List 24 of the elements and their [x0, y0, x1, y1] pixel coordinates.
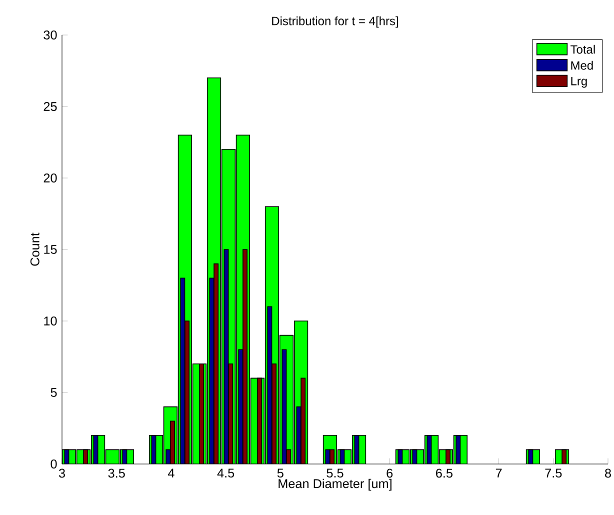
x-tick-label: 5.5 — [326, 468, 344, 478]
y-tick-label: 20 — [44, 174, 57, 182]
x-tick-label: 6 — [386, 468, 393, 478]
x-axis-title: Mean Diameter [um] — [278, 478, 392, 491]
x-tick-label: 4.5 — [217, 468, 234, 478]
y-tick-label: 15 — [44, 245, 57, 254]
y-tick-label: 5 — [50, 388, 57, 397]
x-tick-label: 5 — [277, 468, 284, 478]
legend-label: Lrg — [571, 76, 587, 88]
chart-title: Distribution for t = 4[hrs] — [272, 16, 398, 28]
legend-label: Med — [571, 60, 593, 70]
y-axis-title: Count — [30, 232, 40, 266]
x-tick-label: 6.5 — [436, 468, 452, 478]
x-tick-label: 7 — [496, 468, 502, 478]
y-tick-label: 30 — [44, 30, 57, 40]
y-tick-label: 0 — [50, 460, 57, 468]
y-tick-label: 10 — [44, 316, 57, 326]
x-tick-label: 7.5 — [545, 468, 562, 478]
x-tick-label: 8 — [605, 468, 611, 478]
x-tick-label: 4 — [168, 468, 174, 478]
y-tick-label: 25 — [44, 102, 57, 111]
x-tick-label: 3.5 — [108, 468, 125, 478]
x-tick-label: 3 — [58, 468, 65, 478]
legend-label: Total — [570, 44, 595, 54]
